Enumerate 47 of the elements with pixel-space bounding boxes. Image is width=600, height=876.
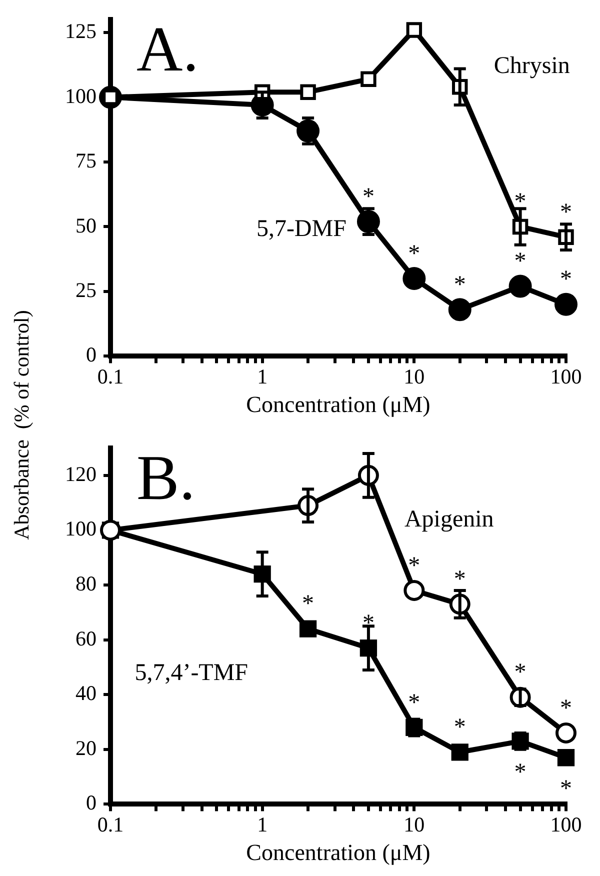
y-tick-label: 80 [76, 572, 96, 596]
y-tick-label: 0 [86, 342, 96, 367]
annotation: * [408, 690, 420, 716]
y-tick-label: 120 [65, 462, 96, 486]
x-tick-label: 10 [404, 364, 425, 388]
x-axis-title: Concentration (μM) [246, 392, 430, 418]
y-tick-label: 100 [65, 84, 96, 108]
y-tick-label: 20 [76, 736, 96, 760]
x-tick-label: 1 [257, 364, 268, 388]
annotation: * [560, 266, 572, 293]
annotation: * [362, 610, 374, 636]
chart-title: B. [136, 442, 196, 513]
annotation: * [408, 240, 420, 267]
annotation: * [560, 695, 572, 722]
x-tick-label: 1 [257, 812, 268, 836]
annotation: * [362, 184, 374, 210]
chart-title: A. [136, 13, 199, 84]
y-tick-label: 0 [86, 790, 96, 815]
annotation: * [408, 552, 420, 579]
series-label: Apigenin [404, 506, 494, 533]
annotation: * [454, 566, 466, 592]
text: 5,7,4’-TMF [134, 660, 248, 686]
x-tick-label: 10 [404, 812, 425, 836]
y-tick-label: 50 [76, 213, 96, 238]
x-tick-label: 100 [550, 812, 582, 836]
y-axis-title: Absorbance (% of control) [10, 310, 34, 540]
annotation: * [514, 248, 526, 275]
annotation: * [302, 591, 314, 618]
y-tick-label: 75 [76, 148, 96, 173]
y-tick-label: 125 [65, 19, 96, 44]
x-tick-label: 100 [550, 364, 582, 388]
annotation: * [454, 272, 466, 298]
x-tick-label: 0.1 [97, 812, 124, 836]
y-tick-label: 25 [76, 278, 96, 302]
annotation: * [514, 660, 526, 686]
series-label: Chrysin [494, 53, 570, 80]
annotation: * [514, 189, 526, 216]
series-label: 5,7-DMF [256, 216, 346, 242]
x-tick-label: 0.1 [97, 364, 124, 388]
annotation: * [560, 776, 572, 802]
annotation: * [454, 714, 466, 740]
y-tick-label: 40 [76, 681, 96, 706]
x-axis-title: Concentration (μM) [246, 840, 430, 866]
annotation: * [514, 759, 526, 786]
y-tick-label: 100 [65, 516, 96, 541]
annotation: * [560, 199, 572, 226]
y-tick-label: 60 [76, 626, 96, 650]
